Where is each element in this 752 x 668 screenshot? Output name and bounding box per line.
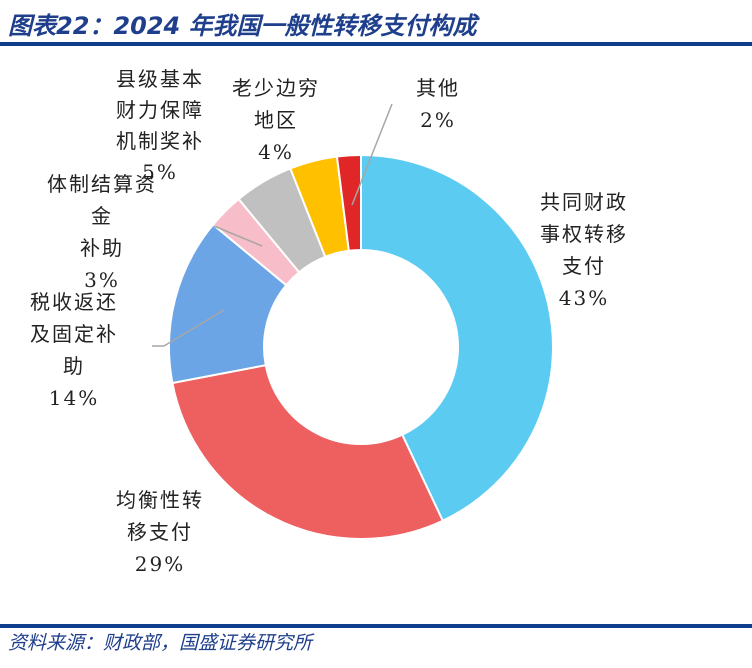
- leader-line-0: [351, 103, 393, 206]
- label-0: 共同财政 事权转移 支付 43%: [540, 190, 628, 310]
- label-6: 其他 2%: [416, 76, 460, 132]
- label-4: 县级基本 财力保障 机制奖补 5%: [116, 67, 204, 184]
- label-3: 体制结算资金 补助 3%: [47, 172, 157, 292]
- chart-title: 图表22：2024 年我国一般性转移支付构成: [8, 12, 477, 40]
- source-note: 资料来源：财政部，国盛证券研究所: [8, 632, 313, 654]
- title-rule: [0, 42, 752, 46]
- label-1: 均衡性转 移支付 29%: [116, 488, 204, 576]
- donut-slice-1: [171, 364, 445, 540]
- label-5: 老少边穷 地区 4%: [232, 76, 320, 164]
- donut-slice-6: [335, 153, 362, 252]
- donut-slice-0: [360, 153, 554, 523]
- leader-line-2: [163, 309, 225, 347]
- footer-rule: [0, 624, 752, 628]
- leader-line-1: [213, 225, 263, 247]
- label-2: 税收返还 及固定补 助 14%: [30, 290, 118, 410]
